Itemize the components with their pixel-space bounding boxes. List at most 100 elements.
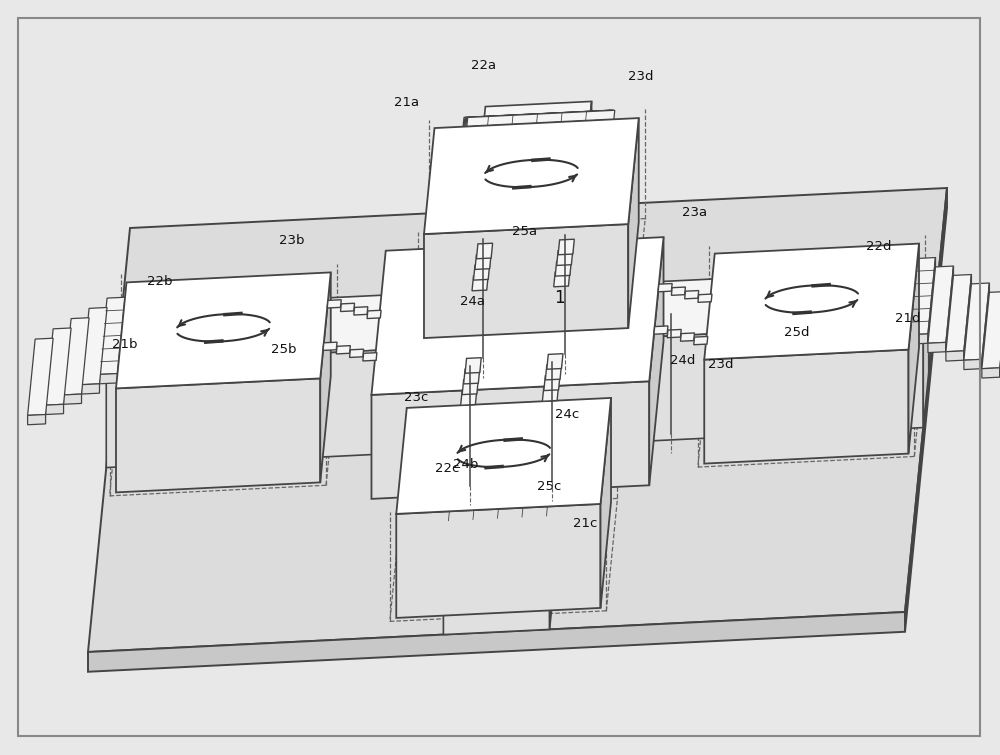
Polygon shape [28, 338, 53, 415]
Polygon shape [472, 276, 488, 291]
Text: 23d: 23d [628, 70, 653, 83]
Polygon shape [465, 119, 612, 136]
Polygon shape [88, 612, 905, 672]
Polygon shape [341, 304, 355, 312]
Text: 24a: 24a [460, 294, 485, 307]
Polygon shape [336, 346, 350, 354]
Polygon shape [466, 110, 614, 127]
Polygon shape [354, 307, 368, 315]
Polygon shape [475, 254, 491, 270]
Text: 21a: 21a [394, 95, 420, 109]
Polygon shape [964, 359, 982, 369]
Polygon shape [649, 237, 664, 485]
Text: 22c: 22c [435, 462, 460, 475]
Polygon shape [100, 297, 125, 374]
Text: 25a: 25a [512, 225, 537, 238]
Polygon shape [396, 504, 601, 618]
Polygon shape [946, 351, 964, 361]
Text: 21c: 21c [573, 517, 597, 530]
Polygon shape [464, 110, 612, 127]
Polygon shape [462, 379, 478, 395]
Polygon shape [100, 374, 117, 384]
Text: 24b: 24b [453, 458, 478, 471]
Polygon shape [421, 562, 569, 578]
Polygon shape [323, 342, 337, 350]
Polygon shape [946, 266, 953, 352]
Text: 1: 1 [554, 288, 565, 307]
Polygon shape [443, 341, 568, 531]
Polygon shape [64, 318, 89, 395]
Polygon shape [64, 394, 82, 404]
Text: 23c: 23c [404, 391, 429, 405]
Polygon shape [423, 524, 571, 541]
Polygon shape [476, 243, 493, 259]
Polygon shape [467, 119, 614, 136]
Polygon shape [463, 119, 610, 136]
Text: 23d: 23d [708, 358, 733, 371]
Polygon shape [928, 342, 946, 353]
Polygon shape [46, 404, 64, 414]
Polygon shape [116, 273, 331, 388]
Polygon shape [964, 283, 989, 360]
Polygon shape [694, 337, 708, 345]
Polygon shape [464, 119, 611, 136]
Polygon shape [910, 257, 935, 334]
Text: 25c: 25c [537, 480, 562, 493]
Polygon shape [554, 271, 570, 287]
Polygon shape [424, 224, 628, 338]
Polygon shape [422, 552, 569, 569]
Polygon shape [424, 118, 639, 234]
Polygon shape [542, 386, 559, 401]
Polygon shape [367, 310, 381, 319]
Polygon shape [363, 353, 377, 361]
Polygon shape [547, 353, 563, 369]
Polygon shape [544, 375, 560, 390]
Polygon shape [671, 287, 685, 295]
Polygon shape [601, 398, 611, 608]
Polygon shape [461, 390, 477, 405]
Polygon shape [466, 119, 613, 136]
Text: 23a: 23a [682, 206, 707, 219]
Polygon shape [396, 398, 611, 514]
Polygon shape [465, 110, 613, 127]
Text: 24c: 24c [555, 408, 579, 421]
Polygon shape [928, 266, 953, 344]
Polygon shape [465, 358, 481, 373]
Text: 24d: 24d [670, 354, 695, 367]
Text: 25d: 25d [784, 326, 809, 339]
Polygon shape [421, 571, 568, 587]
Polygon shape [558, 239, 574, 254]
Polygon shape [628, 118, 639, 328]
Polygon shape [422, 543, 570, 559]
Polygon shape [371, 237, 664, 395]
Polygon shape [568, 269, 929, 341]
Text: 22b: 22b [147, 276, 173, 288]
Polygon shape [473, 264, 490, 280]
Polygon shape [680, 333, 694, 341]
Polygon shape [82, 307, 107, 385]
Polygon shape [704, 350, 908, 464]
Polygon shape [423, 533, 570, 550]
Polygon shape [905, 188, 947, 632]
Polygon shape [106, 346, 462, 467]
Polygon shape [698, 294, 712, 302]
Polygon shape [424, 505, 572, 522]
Polygon shape [667, 329, 681, 337]
Polygon shape [658, 284, 672, 292]
Polygon shape [964, 275, 971, 360]
Polygon shape [982, 291, 1000, 368]
Polygon shape [654, 326, 668, 334]
Polygon shape [568, 324, 923, 445]
Polygon shape [28, 414, 46, 425]
Polygon shape [573, 101, 592, 390]
Text: 22d: 22d [866, 240, 892, 253]
Polygon shape [463, 110, 611, 127]
Polygon shape [320, 273, 331, 482]
Polygon shape [467, 101, 592, 291]
Polygon shape [946, 275, 971, 352]
Polygon shape [910, 334, 928, 344]
Polygon shape [982, 283, 989, 368]
Polygon shape [464, 368, 480, 384]
Polygon shape [557, 250, 573, 266]
Polygon shape [685, 291, 699, 299]
